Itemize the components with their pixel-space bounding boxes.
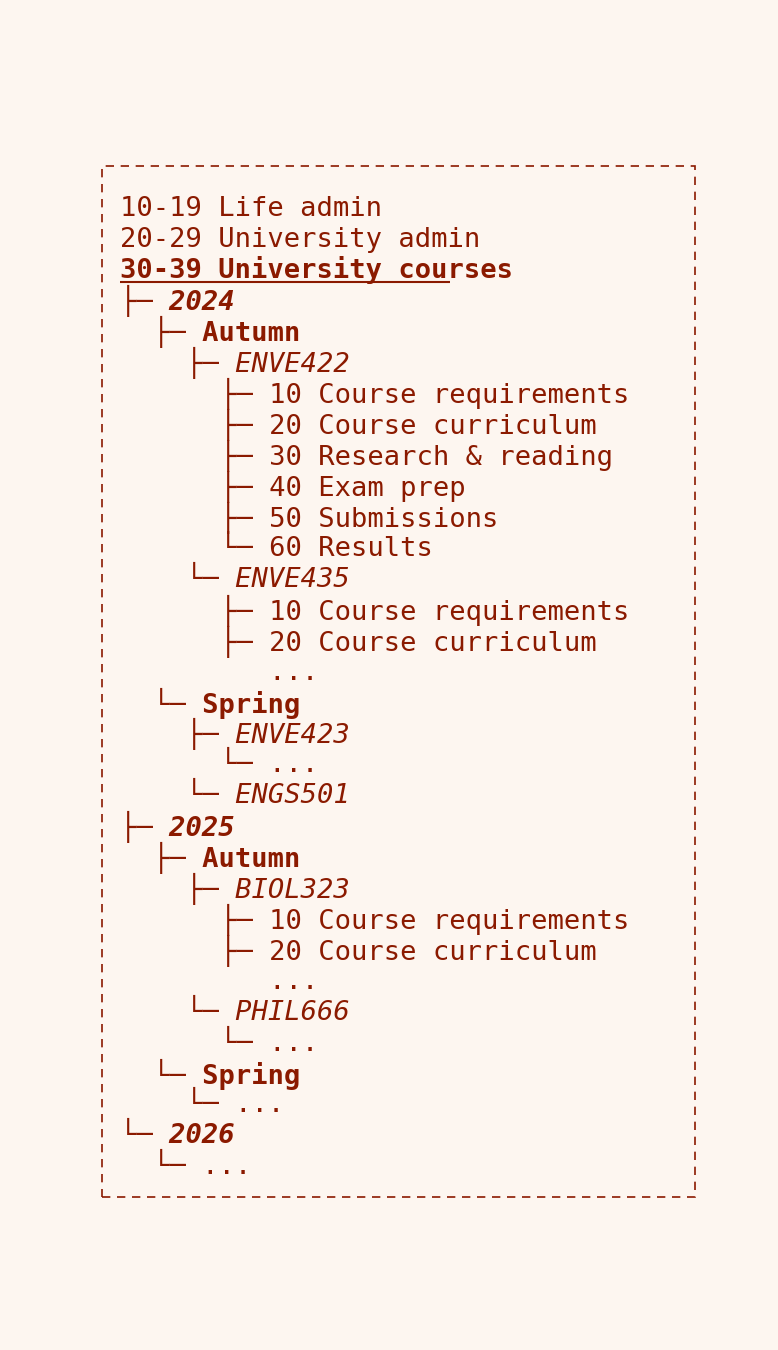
Text: └─ ENVE435: └─ ENVE435 xyxy=(187,567,350,593)
Text: ├─ Autumn: ├─ Autumn xyxy=(153,842,301,873)
Text: ├─ 10 Course requirements: ├─ 10 Course requirements xyxy=(219,378,629,410)
Text: ├─ Autumn: ├─ Autumn xyxy=(153,316,301,348)
Text: └─ PHIL666: └─ PHIL666 xyxy=(187,1000,350,1026)
Text: └─ ENGS501: └─ ENGS501 xyxy=(187,783,350,809)
Text: └─ ...: └─ ... xyxy=(219,752,318,779)
Text: └─ 2026: └─ 2026 xyxy=(120,1123,235,1149)
Text: ├─ 20 Course curriculum: ├─ 20 Course curriculum xyxy=(219,409,596,441)
Text: └─ Spring: └─ Spring xyxy=(153,1058,301,1089)
Text: └─ ...: └─ ... xyxy=(219,1030,318,1057)
Text: ├─ 10 Course requirements: ├─ 10 Course requirements xyxy=(219,904,629,936)
Text: ...: ... xyxy=(219,969,318,995)
Text: └─ ...: └─ ... xyxy=(187,1092,285,1119)
Text: ├─ ENVE423: ├─ ENVE423 xyxy=(187,718,350,751)
Text: ├─ 20 Course curriculum: ├─ 20 Course curriculum xyxy=(219,934,596,967)
Text: 20-29 University admin: 20-29 University admin xyxy=(120,227,480,252)
Text: ├─ BIOL323: ├─ BIOL323 xyxy=(187,873,350,905)
Text: ├─ 30 Research & reading: ├─ 30 Research & reading xyxy=(219,440,612,472)
Text: └─ ...: └─ ... xyxy=(153,1154,251,1180)
Text: ├─ 2024: ├─ 2024 xyxy=(120,285,235,317)
Text: ├─ 50 Submissions: ├─ 50 Submissions xyxy=(219,502,498,535)
Text: ├─ 20 Course curriculum: ├─ 20 Course curriculum xyxy=(219,625,596,657)
Text: ...: ... xyxy=(219,660,318,686)
Text: ├─ 2025: ├─ 2025 xyxy=(120,811,235,844)
Text: 30-39 University courses: 30-39 University courses xyxy=(120,256,513,285)
Text: 10-19 Life admin: 10-19 Life admin xyxy=(120,196,382,221)
Text: ├─ 40 Exam prep: ├─ 40 Exam prep xyxy=(219,471,465,504)
Text: ├─ 10 Course requirements: ├─ 10 Course requirements xyxy=(219,594,629,626)
Text: ├─ ENVE422: ├─ ENVE422 xyxy=(187,347,350,379)
Text: └─ Spring: └─ Spring xyxy=(153,688,301,720)
Text: └─ 60 Results: └─ 60 Results xyxy=(219,536,433,562)
